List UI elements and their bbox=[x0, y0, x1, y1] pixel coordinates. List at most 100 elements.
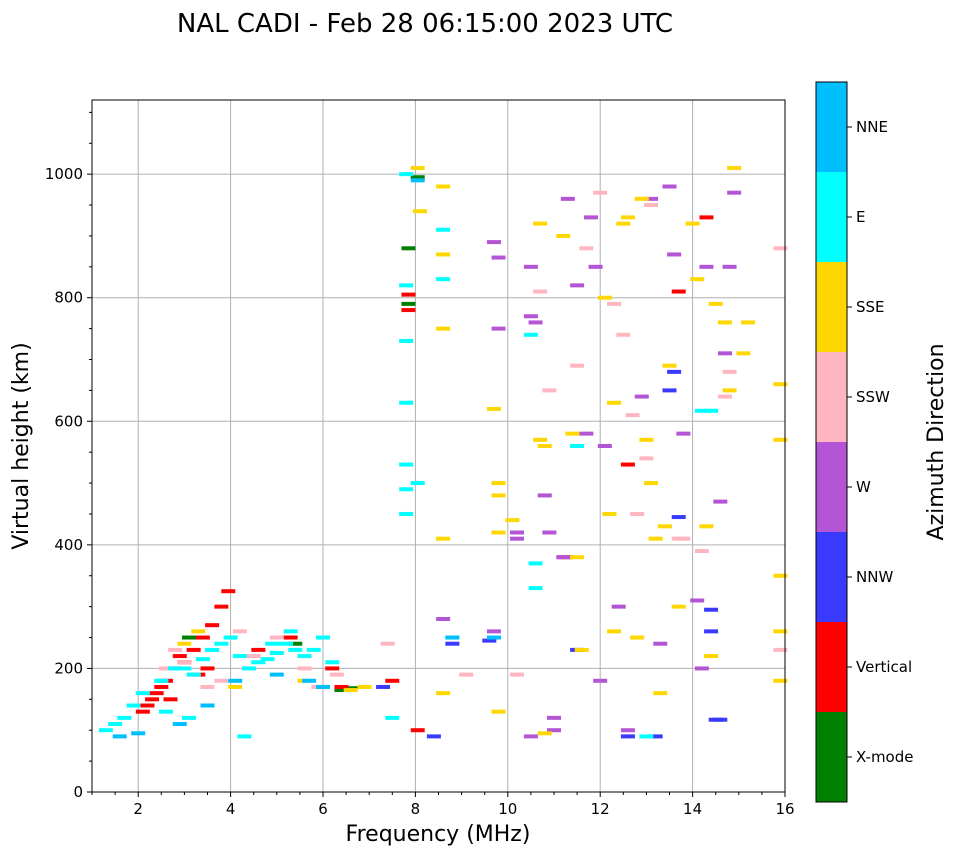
data-point-sse bbox=[491, 709, 506, 714]
data-point-e bbox=[126, 703, 141, 708]
data-point-ssw bbox=[158, 666, 173, 671]
data-point-sse bbox=[491, 493, 506, 498]
data-point-ssw bbox=[630, 511, 645, 516]
data-point-ssw bbox=[297, 666, 312, 671]
data-point-e bbox=[399, 487, 414, 492]
data-point-nnw bbox=[426, 734, 441, 739]
data-point-e bbox=[325, 660, 340, 665]
data-point-ssw bbox=[246, 654, 261, 659]
data-point-vertical bbox=[149, 691, 164, 696]
data-point-nnw bbox=[704, 629, 719, 634]
data-point-nne bbox=[269, 672, 284, 677]
x-axis-ticks: 2 4 6 8 10 12 14 16 bbox=[91, 792, 795, 818]
data-point-sse bbox=[343, 688, 358, 693]
data-point-e bbox=[214, 641, 229, 646]
data-point-sse bbox=[537, 444, 552, 448]
data-point-ssw bbox=[570, 363, 585, 368]
data-point-w bbox=[699, 264, 714, 269]
data-point-nne bbox=[316, 684, 330, 689]
colorbar-swatch bbox=[816, 172, 847, 262]
data-point-w bbox=[579, 431, 594, 436]
data-point-vertical bbox=[135, 709, 150, 714]
x-tick-label: 12 bbox=[591, 800, 610, 818]
data-point-nne bbox=[172, 722, 187, 727]
data-point-sse bbox=[565, 431, 580, 436]
data-point-e bbox=[237, 734, 252, 739]
data-point-nne bbox=[112, 734, 127, 739]
data-point-vertical bbox=[251, 647, 266, 652]
data-point-e bbox=[399, 283, 414, 288]
data-point-w bbox=[491, 255, 506, 260]
data-point-sse bbox=[634, 196, 649, 201]
data-point-nnw bbox=[704, 607, 719, 612]
data-point-nnw bbox=[667, 369, 682, 374]
data-point-ssw bbox=[579, 246, 594, 251]
data-point-x-mode bbox=[410, 175, 425, 180]
data-point-vertical bbox=[671, 289, 686, 294]
data-point-vertical bbox=[163, 697, 178, 702]
data-point-sse bbox=[653, 691, 668, 696]
data-point-sse bbox=[602, 511, 617, 516]
data-point-e bbox=[306, 647, 321, 652]
data-point-ssw bbox=[722, 369, 737, 374]
data-point-sse bbox=[727, 165, 742, 170]
data-point-vertical bbox=[154, 684, 169, 689]
data-point-w bbox=[486, 240, 501, 245]
data-point-w bbox=[662, 184, 677, 189]
data-point-w bbox=[523, 264, 538, 269]
data-point-sse bbox=[436, 326, 451, 331]
data-point-ssw bbox=[459, 672, 474, 677]
data-point-e bbox=[410, 481, 425, 486]
data-point-e bbox=[694, 408, 709, 413]
data-point-e bbox=[639, 734, 654, 739]
data-point-sse bbox=[177, 641, 192, 646]
data-point-sse bbox=[699, 524, 714, 529]
data-point-sse bbox=[533, 437, 548, 442]
data-point-ssw bbox=[694, 549, 709, 554]
data-point-nne bbox=[200, 703, 215, 708]
data-point-sse bbox=[722, 388, 737, 393]
data-point-x-mode bbox=[182, 635, 197, 640]
colorbar-swatch bbox=[816, 622, 847, 712]
data-point-sse bbox=[704, 654, 719, 659]
data-point-e bbox=[704, 408, 719, 413]
data-point-e bbox=[283, 629, 298, 634]
data-point-ssw bbox=[625, 413, 640, 418]
data-point-vertical bbox=[200, 666, 215, 671]
data-point-w bbox=[593, 678, 608, 683]
data-point-w bbox=[676, 431, 691, 436]
data-point-e bbox=[279, 641, 294, 646]
data-point-sse bbox=[533, 221, 548, 226]
data-point-sse bbox=[537, 731, 552, 736]
data-point-w bbox=[547, 728, 561, 733]
data-point-w bbox=[694, 666, 709, 671]
colorbar-label: NNW bbox=[856, 568, 893, 586]
data-point-e bbox=[570, 444, 585, 448]
data-point-ssw bbox=[177, 660, 192, 665]
data-point-w bbox=[486, 629, 501, 634]
data-point-ssw bbox=[329, 672, 344, 677]
data-point-e bbox=[108, 722, 123, 727]
data-point-sse bbox=[191, 629, 206, 634]
colorbar: X-mode Vertical NNW W SSW SSE E NNE bbox=[815, 81, 913, 803]
data-point-ssw bbox=[676, 536, 691, 541]
data-point-nnw bbox=[671, 515, 686, 520]
data-point-w bbox=[436, 617, 451, 621]
data-point-w bbox=[644, 196, 659, 201]
data-point-ssw bbox=[639, 456, 654, 461]
data-point-e bbox=[399, 511, 414, 516]
data-point-sse bbox=[436, 252, 451, 257]
data-point-ssw bbox=[214, 678, 229, 683]
plot-area bbox=[92, 100, 785, 792]
data-point-sse bbox=[741, 320, 756, 325]
data-point-e bbox=[385, 715, 400, 720]
data-point-sse bbox=[671, 604, 686, 609]
data-point-e bbox=[251, 660, 266, 665]
data-point-e bbox=[260, 657, 275, 662]
colorbar-frame bbox=[815, 81, 848, 803]
data-point-ssw bbox=[380, 641, 395, 646]
data-point-vertical bbox=[145, 697, 160, 702]
data-point-w bbox=[560, 196, 575, 201]
colorbar-label: W bbox=[856, 478, 871, 496]
colorbar-label: Vertical bbox=[856, 658, 912, 676]
